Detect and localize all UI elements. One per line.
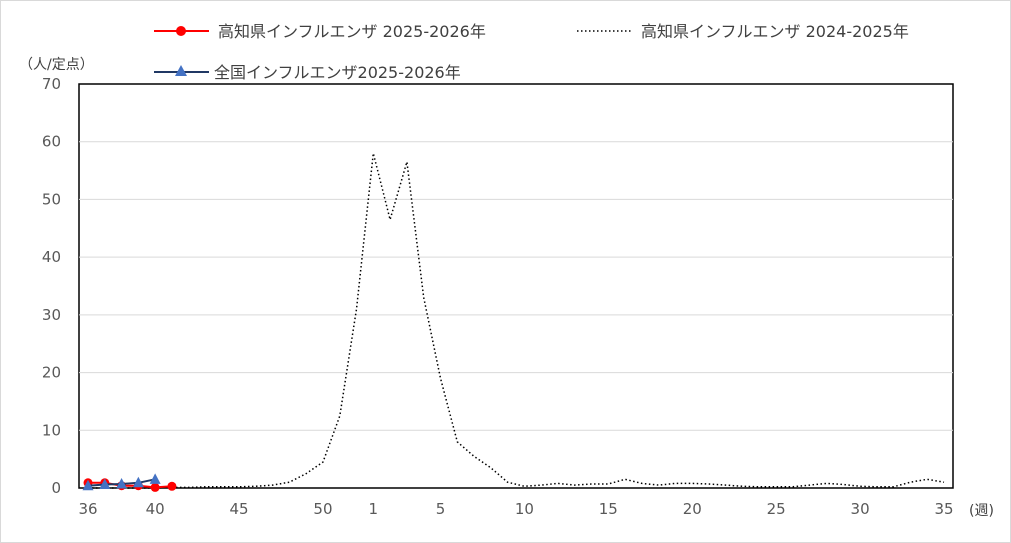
legend-item-national-2025: 全国インフルエンザ2025-2026年 (154, 63, 461, 82)
x-tick-label: 50 (313, 500, 332, 518)
legend-item-kochi-2025: 高知県インフルエンザ 2025-2026年 (154, 22, 486, 41)
legend-marker-circle (176, 26, 186, 36)
data-point-triangle (116, 477, 128, 489)
y-tick-label: 40 (42, 248, 61, 266)
legend-label-national-2025: 全国インフルエンザ2025-2026年 (214, 63, 461, 82)
y-tick-label: 30 (42, 306, 61, 324)
legend-item-kochi-2024: 高知県インフルエンザ 2024-2025年 (577, 22, 909, 41)
y-tick-label: 60 (42, 133, 61, 151)
x-tick-label: 1 (369, 500, 379, 518)
x-tick-label: 20 (683, 500, 702, 518)
x-tick-label: 10 (515, 500, 534, 518)
legend-marker-triangle (175, 65, 187, 76)
y-tick-label: 10 (42, 421, 61, 439)
data-point-triangle (99, 478, 111, 490)
plot-area (78, 83, 954, 489)
y-axis-label: （人/定点） (19, 57, 94, 73)
data-point-circle (150, 482, 160, 492)
series-layer (82, 153, 945, 492)
x-tick-label: 35 (934, 500, 953, 518)
data-point-circle (167, 481, 177, 491)
x-tick-label: 15 (599, 500, 618, 518)
legend-label-kochi-2025: 高知県インフルエンザ 2025-2026年 (218, 22, 486, 41)
x-tick-label: 30 (851, 500, 870, 518)
legend: 高知県インフルエンザ 2025-2026年 高知県インフルエンザ 2024-20… (154, 22, 909, 82)
data-point-triangle (149, 473, 161, 484)
x-tick-label: 45 (230, 500, 249, 518)
x-axis-label: (週) (969, 503, 994, 519)
series-line-1 (88, 153, 945, 489)
x-tick-label: 25 (767, 500, 786, 518)
x-tick-label: 5 (436, 500, 446, 518)
grid-lines (79, 141, 953, 431)
data-point-triangle (82, 479, 94, 491)
data-point-triangle (132, 476, 144, 488)
y-tick-label: 70 (42, 75, 61, 93)
y-axis-ticks: 0 10 20 30 40 50 60 70 (42, 75, 61, 497)
legend-label-kochi-2024: 高知県インフルエンザ 2024-2025年 (641, 22, 909, 41)
x-axis-ticks: 36 40 45 50 1 5 10 15 20 25 30 35 (78, 500, 953, 518)
y-tick-label: 0 (51, 479, 61, 497)
x-tick-label: 40 (146, 500, 165, 518)
y-tick-label: 20 (42, 364, 61, 382)
x-tick-label: 36 (78, 500, 97, 518)
y-tick-label: 50 (42, 190, 61, 208)
